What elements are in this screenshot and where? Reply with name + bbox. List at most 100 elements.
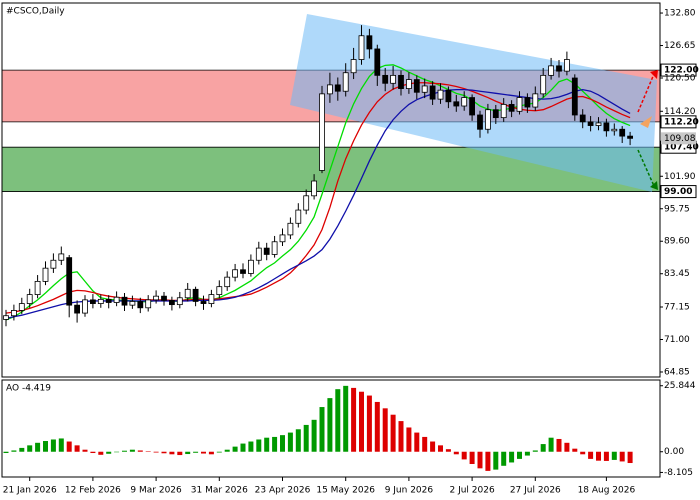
candle-body	[168, 300, 175, 306]
candle-body	[311, 180, 318, 197]
y-tick-label: 83.45	[664, 269, 690, 279]
candle-body	[342, 72, 349, 92]
ao-bar	[430, 441, 436, 452]
ao-bar	[398, 421, 404, 452]
candle-body	[469, 97, 476, 116]
ao-bar	[438, 445, 443, 452]
candle-body	[382, 74, 389, 84]
ao-bar	[469, 451, 475, 464]
ao-bar	[366, 395, 372, 452]
y-tick-label: 132.80	[664, 9, 696, 19]
candle-body	[484, 109, 491, 130]
ao-bar	[611, 451, 617, 460]
candle-body	[161, 295, 167, 301]
candle-body	[176, 297, 183, 306]
candle-body	[611, 128, 618, 132]
ao-bar	[98, 451, 104, 455]
candle-body	[627, 135, 633, 139]
candle-body	[390, 74, 397, 84]
candle-body	[405, 79, 412, 89]
x-tick-label: 31 Mar 2026	[191, 486, 248, 496]
ao-bar	[232, 446, 238, 452]
candle-body	[216, 286, 223, 295]
ao-bar	[106, 451, 112, 454]
ao-bar	[532, 450, 538, 452]
candle-body	[184, 288, 191, 299]
ao-bar	[382, 408, 388, 452]
candle-body	[540, 74, 547, 95]
forecast-mark	[640, 116, 652, 128]
x-tick-label: 18 Aug 2026	[578, 486, 636, 496]
candle-body	[413, 79, 420, 93]
candle-body	[571, 77, 578, 116]
ao-title: AO -4.419	[6, 384, 51, 394]
ao-bar	[280, 435, 285, 452]
y-tick-label: 114.20	[664, 107, 696, 117]
y-tick-label: -8.105	[664, 468, 693, 478]
level-box	[660, 185, 697, 199]
candle-body	[97, 298, 104, 304]
ao-bar	[161, 451, 167, 454]
ao-bar	[19, 447, 25, 452]
ao-bar	[374, 401, 380, 452]
candle-body	[326, 84, 333, 95]
ao-bar	[208, 451, 214, 455]
y-tick-label: 71.00	[664, 335, 690, 345]
ao-bar	[240, 443, 246, 452]
ao-bar	[540, 444, 546, 452]
candle-body	[287, 222, 294, 236]
ao-bar	[90, 451, 96, 454]
candle-body	[398, 74, 404, 89]
ao-bar	[114, 451, 120, 453]
ao-bar	[564, 442, 570, 452]
candle-body	[429, 85, 436, 100]
ao-bar	[35, 442, 41, 452]
ao-bar	[588, 451, 594, 459]
ao-bar	[572, 448, 578, 452]
down-arrow	[637, 149, 655, 187]
ao-bar	[129, 449, 135, 452]
candle-body	[319, 93, 325, 171]
ao-bar	[256, 439, 262, 452]
ao-bar	[493, 451, 499, 470]
level-label: 99.00	[664, 187, 692, 197]
candle-body	[532, 93, 539, 108]
candle-body	[595, 122, 602, 126]
candle-body	[42, 267, 49, 282]
ao-bar	[414, 432, 420, 452]
ao-bar	[248, 441, 254, 452]
ao-bar	[122, 450, 127, 452]
candle-body	[271, 241, 278, 255]
y-tick-label: 95.75	[664, 204, 690, 214]
candle-body	[508, 104, 515, 112]
x-tick-label: 2 Jul 2026	[449, 486, 494, 496]
candle-body	[3, 315, 9, 320]
candle-body	[34, 280, 41, 295]
ao-bar	[524, 451, 530, 456]
candle-body	[295, 209, 302, 224]
candle-body	[247, 259, 254, 274]
chart-title: #CSCO,Daily	[6, 7, 65, 17]
level-label: 107.40	[664, 143, 699, 153]
level-label: 122.00	[664, 66, 699, 76]
x-tick-label: 27 Jul 2026	[510, 486, 561, 496]
candle-body	[82, 299, 88, 314]
candle-body	[26, 294, 33, 304]
candle-body	[619, 128, 626, 137]
ao-bar	[185, 451, 191, 455]
ao-bar	[596, 451, 601, 461]
ao-bar	[272, 436, 278, 452]
candle-body	[279, 234, 286, 243]
candle-body	[350, 59, 357, 74]
ao-pane	[1, 379, 661, 478]
level-box	[660, 115, 697, 129]
ao-bar	[11, 450, 17, 452]
ao-bar	[50, 439, 56, 452]
down-arrow-head	[650, 181, 658, 190]
last-price-box	[661, 132, 696, 145]
ao-bar	[137, 450, 143, 452]
candle-body	[500, 104, 507, 119]
candle-body	[587, 121, 594, 126]
candle-body	[445, 89, 452, 103]
